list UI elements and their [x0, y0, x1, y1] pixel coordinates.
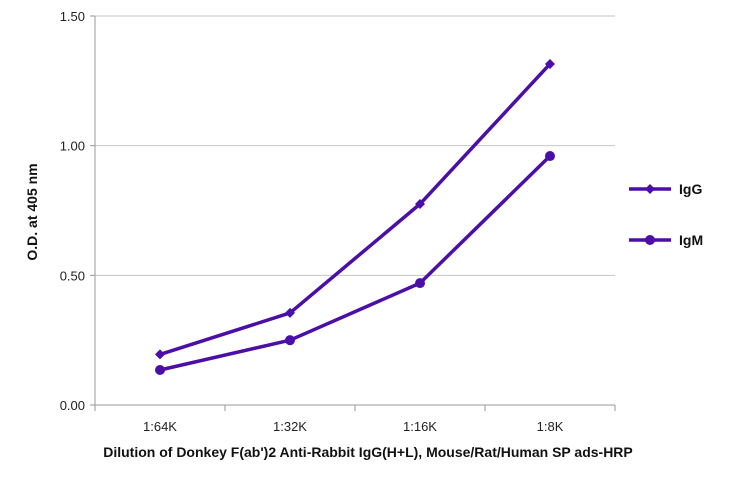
legend-item-igg: IgG: [629, 181, 702, 197]
x-tick-label: 1:64K: [143, 419, 177, 434]
data-point: [415, 278, 425, 289]
legend-label: IgM: [679, 232, 703, 248]
data-point: [155, 349, 165, 360]
x-tick-labels: 1:64K 1:32K 1:16K 1:8K: [94, 405, 616, 434]
legend-label: IgG: [679, 181, 702, 197]
series-line-igm: [158, 154, 552, 372]
data-point: [415, 199, 425, 210]
x-tick-label: 1:16K: [403, 419, 437, 434]
data-point: [545, 151, 555, 162]
x-axis-title: Dilution of Donkey F(ab')2 Anti-Rabbit I…: [103, 444, 633, 460]
series-line-igg: [158, 62, 552, 357]
legend-marker: [645, 184, 655, 194]
y-tick-labels: 0.00 0.50 1.00 1.50: [60, 9, 95, 413]
y-tick-label: 1.00: [60, 139, 85, 154]
y-axis-title: O.D. at 405 nm: [24, 163, 40, 260]
y-tick-label: 0.50: [60, 268, 85, 283]
data-point: [285, 307, 295, 318]
x-tick-label: 1:32K: [273, 419, 307, 434]
series-igm: [155, 151, 555, 375]
series-igg: [155, 58, 555, 360]
series-group: [155, 58, 555, 375]
legend-item-igm: IgM: [629, 232, 703, 248]
gridlines: [95, 15, 615, 276]
data-point: [545, 58, 555, 69]
x-tick-label: 1:8K: [537, 419, 564, 434]
data-point: [155, 364, 165, 375]
data-point: [285, 335, 295, 346]
y-tick-label: 1.50: [60, 9, 85, 24]
legend-marker: [645, 235, 655, 245]
legend: IgG IgM: [629, 181, 703, 248]
y-tick-label: 0.00: [60, 398, 85, 413]
